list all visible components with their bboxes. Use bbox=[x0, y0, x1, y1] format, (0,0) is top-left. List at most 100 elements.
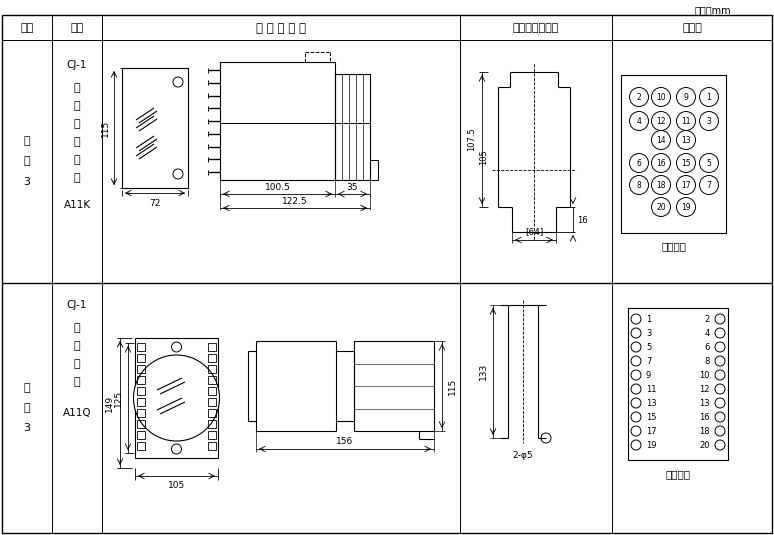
Text: 17: 17 bbox=[646, 426, 656, 435]
Text: 8: 8 bbox=[704, 356, 710, 365]
Text: 17: 17 bbox=[681, 180, 691, 189]
Circle shape bbox=[715, 440, 725, 450]
Bar bbox=[208, 387, 216, 395]
Circle shape bbox=[676, 88, 696, 106]
Circle shape bbox=[629, 88, 649, 106]
Text: （背视）: （背视） bbox=[661, 241, 686, 251]
Circle shape bbox=[631, 328, 641, 338]
Circle shape bbox=[631, 440, 641, 450]
Text: 接: 接 bbox=[74, 155, 80, 165]
Bar bbox=[208, 409, 216, 417]
Text: 2-φ5: 2-φ5 bbox=[512, 452, 533, 461]
Bar bbox=[137, 365, 145, 373]
Text: 1: 1 bbox=[707, 93, 711, 102]
Text: 3: 3 bbox=[23, 177, 30, 187]
Text: 1: 1 bbox=[646, 315, 651, 324]
Bar bbox=[137, 343, 145, 351]
Text: 133: 133 bbox=[478, 363, 488, 380]
Text: 6: 6 bbox=[636, 158, 642, 167]
Text: 图: 图 bbox=[24, 157, 30, 166]
Text: 板: 板 bbox=[74, 323, 80, 333]
Text: 3: 3 bbox=[23, 423, 30, 433]
Text: 10: 10 bbox=[700, 371, 710, 379]
Circle shape bbox=[631, 314, 641, 324]
Text: CJ-1: CJ-1 bbox=[67, 60, 87, 70]
Bar bbox=[208, 442, 216, 450]
Circle shape bbox=[541, 433, 551, 443]
Circle shape bbox=[715, 328, 725, 338]
Circle shape bbox=[172, 444, 181, 454]
Bar bbox=[137, 354, 145, 362]
Circle shape bbox=[715, 384, 725, 394]
Text: A11Q: A11Q bbox=[63, 408, 91, 418]
Circle shape bbox=[631, 370, 641, 380]
Text: [64]: [64] bbox=[525, 227, 543, 236]
Circle shape bbox=[631, 356, 641, 366]
Text: 7: 7 bbox=[646, 356, 652, 365]
Circle shape bbox=[133, 355, 220, 441]
Text: 端子图: 端子图 bbox=[682, 23, 702, 33]
Circle shape bbox=[715, 356, 725, 366]
Text: 18: 18 bbox=[656, 180, 666, 189]
Text: 5: 5 bbox=[707, 158, 711, 167]
Circle shape bbox=[700, 175, 718, 195]
Circle shape bbox=[631, 342, 641, 352]
Bar bbox=[208, 398, 216, 406]
Bar bbox=[135, 338, 218, 458]
Text: 149: 149 bbox=[104, 394, 114, 411]
Bar bbox=[137, 442, 145, 450]
Circle shape bbox=[631, 384, 641, 394]
Circle shape bbox=[715, 412, 725, 422]
Bar bbox=[137, 376, 145, 384]
Text: （前视）: （前视） bbox=[666, 469, 690, 479]
Text: 100.5: 100.5 bbox=[265, 182, 290, 192]
Text: 115: 115 bbox=[101, 119, 109, 136]
Text: 单位：mm: 单位：mm bbox=[695, 5, 731, 15]
Circle shape bbox=[173, 169, 183, 179]
Circle shape bbox=[715, 342, 725, 352]
Bar bbox=[137, 409, 145, 417]
Text: 35: 35 bbox=[347, 182, 358, 192]
Bar bbox=[208, 365, 216, 373]
Circle shape bbox=[652, 154, 670, 172]
Circle shape bbox=[631, 426, 641, 436]
Circle shape bbox=[700, 88, 718, 106]
Text: 72: 72 bbox=[149, 198, 161, 208]
Circle shape bbox=[676, 131, 696, 149]
Text: 16: 16 bbox=[700, 412, 710, 422]
Bar bbox=[208, 420, 216, 428]
Text: 10: 10 bbox=[656, 93, 666, 102]
Bar bbox=[208, 354, 216, 362]
Bar bbox=[335, 74, 370, 180]
Text: 附: 附 bbox=[24, 136, 30, 147]
Text: 外 形 尺 寸 图: 外 形 尺 寸 图 bbox=[256, 21, 306, 34]
Text: CJ-1: CJ-1 bbox=[67, 300, 87, 310]
Bar bbox=[354, 341, 434, 431]
Text: 11: 11 bbox=[681, 117, 690, 126]
Text: 2: 2 bbox=[637, 93, 642, 102]
Bar bbox=[628, 308, 728, 460]
Circle shape bbox=[631, 412, 641, 422]
Text: 4: 4 bbox=[705, 328, 710, 338]
Text: 附: 附 bbox=[24, 383, 30, 393]
Text: 7: 7 bbox=[707, 180, 711, 189]
Text: 线: 线 bbox=[74, 377, 80, 387]
Bar bbox=[137, 420, 145, 428]
Text: 14: 14 bbox=[656, 135, 666, 144]
Text: 13: 13 bbox=[700, 399, 710, 408]
Text: 8: 8 bbox=[637, 180, 642, 189]
Circle shape bbox=[676, 175, 696, 195]
Circle shape bbox=[652, 175, 670, 195]
Text: 9: 9 bbox=[646, 371, 651, 379]
Bar bbox=[208, 343, 216, 351]
Text: 安装开孔尺寸图: 安装开孔尺寸图 bbox=[513, 23, 559, 33]
Text: 2: 2 bbox=[705, 315, 710, 324]
Text: 9: 9 bbox=[683, 93, 688, 102]
Text: 20: 20 bbox=[656, 203, 666, 211]
Text: 图号: 图号 bbox=[20, 23, 33, 33]
Text: 19: 19 bbox=[681, 203, 691, 211]
Circle shape bbox=[629, 175, 649, 195]
Text: 6: 6 bbox=[704, 342, 710, 351]
Bar bbox=[137, 431, 145, 439]
Text: 115: 115 bbox=[447, 377, 457, 395]
